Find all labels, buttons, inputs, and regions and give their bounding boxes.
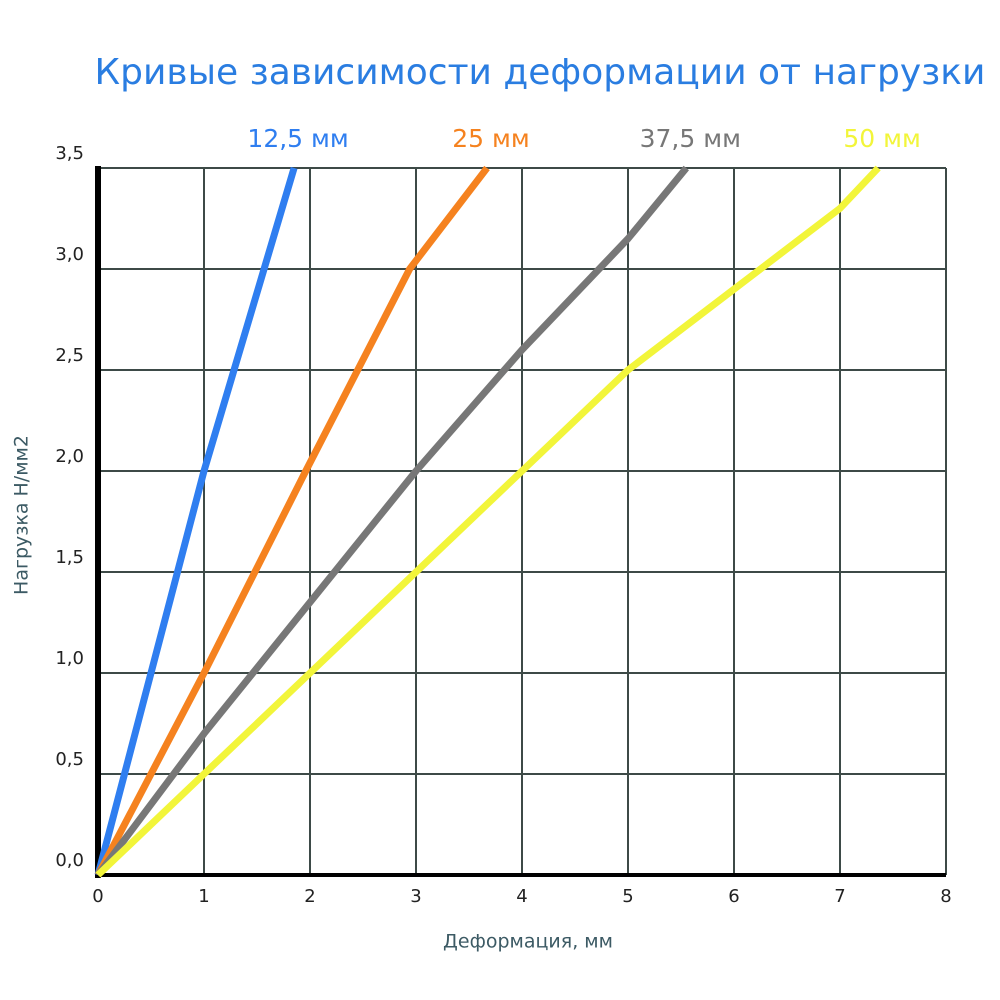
y-tick-label: 0,5 [55,749,84,770]
x-tick-label: 5 [622,886,633,907]
y-tick-label: 3,5 [55,143,84,164]
x-tick-label: 3 [410,886,421,907]
x-tick-label: 4 [516,886,527,907]
x-axis-label: Деформация, мм [443,931,613,953]
x-tick-label: 7 [834,886,845,907]
y-axis-label: Нагрузка Н/мм2 [11,435,33,595]
y-tick-label: 2,0 [55,446,84,467]
y-tick-label: 0,0 [55,850,84,871]
series-line [94,167,298,876]
chart-title: Кривые зависимости деформации от нагрузк… [95,52,986,93]
series-line [95,165,690,878]
x-tick-label: 2 [304,886,315,907]
y-tick-label: 2,5 [55,345,84,366]
legend-label: 37,5 мм [640,124,741,153]
y-tick-label: 3,0 [55,244,84,265]
x-tick-label: 6 [728,886,739,907]
legend-label: 25 мм [452,124,529,153]
legend-label: 50 мм [843,124,920,153]
x-tick-label: 1 [198,886,209,907]
series-line [95,165,881,878]
legend-label: 12,5 мм [247,124,348,153]
x-tick-label: 0 [92,886,103,907]
series-line [94,165,490,877]
x-tick-label: 8 [940,886,951,907]
y-tick-label: 1,5 [55,547,84,568]
y-tick-label: 1,0 [55,648,84,669]
